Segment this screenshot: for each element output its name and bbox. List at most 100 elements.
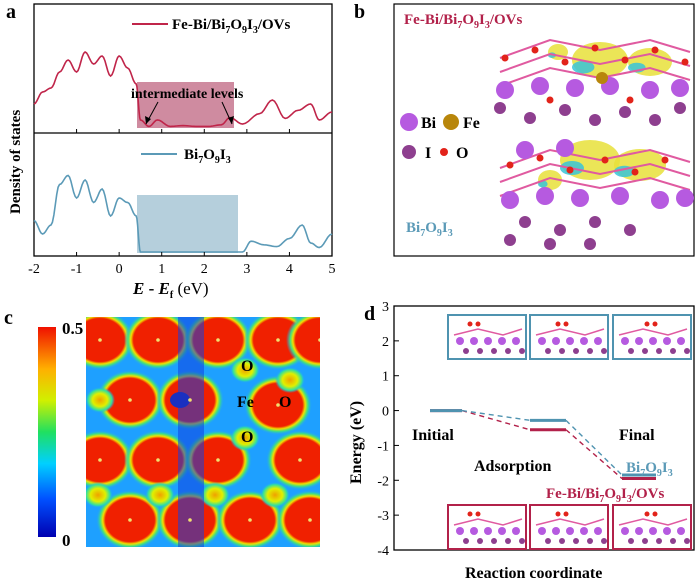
i-atom [649,114,661,126]
dos-line-fe-bi [33,51,333,128]
inset-i-atom [684,348,690,354]
dos-xtick-label: 4 [286,262,293,277]
inset-o-atom [563,321,569,327]
inset-o-atom [475,321,481,327]
charge-density-small-blob [275,367,305,393]
legend-bi: Bi [421,115,437,132]
inset-i-atom [491,348,497,354]
structure-title: Fe-Bi/Bi7O9I3/OVs [404,12,523,31]
inset-i-atom [505,538,511,544]
i-atom [554,224,566,236]
bi-atom [536,187,554,205]
inset-bi-atom [470,527,478,535]
arrowhead-right [228,116,234,124]
dos-xtick-label: 2 [201,262,208,277]
inset-bi-atom [594,527,602,535]
isosurface-cyan [572,60,595,74]
bi-atom [516,141,534,159]
o-atom [626,96,634,104]
i-atom [674,102,686,114]
inset-i-atom [463,538,469,544]
dos-xtick-label: -2 [28,262,40,277]
inset-bi-atom [621,527,629,535]
series-label-bi7o9i3: Bi7O9I3 [626,460,673,479]
inset-bi-atom [512,527,520,535]
inset-bi-atom [677,527,685,535]
fe-atom [596,72,608,84]
bi-atom [501,191,519,209]
inset-i-atom [628,538,634,544]
bi-atom [531,77,549,95]
charge-density-panel: c 0.5 0 O Fe O O [4,307,320,550]
atom-center-dot [188,398,192,402]
dos-panel: a Fe-Bi/Bi7O9I3/OVs Bi7O9I3 intermediate… [6,1,336,300]
inset-o-atom [644,321,650,327]
inset-i-atom [670,538,676,544]
stage-final: Final [619,427,655,444]
panel-label-b: b [354,1,365,23]
inset-o-atom [467,321,473,327]
inset-box [529,314,609,360]
bi-atom-legend-icon [400,113,418,131]
o-atom [546,96,554,104]
bond-layer [499,176,691,197]
bi-atom [566,79,584,97]
inset-i-atom [684,538,690,544]
charge-density-small-blob [200,482,230,508]
inset-i-atom [587,348,593,354]
inset-bi-atom [580,527,588,535]
inset-bi-atom [677,337,685,345]
inset-box [612,504,692,550]
o-atom [566,166,574,174]
energy-ytick-label: 3 [382,300,389,315]
dos-xticks: -2 -1 0 1 2 3 4 5 [28,129,336,277]
o-atom [531,46,539,54]
i-atom [589,216,601,228]
panel-label-d: d [364,303,375,325]
energy-levels [430,409,656,481]
inset-i-atom [573,538,579,544]
atom-center-dot [308,518,312,522]
inset-i-atom [601,348,607,354]
energy-ytick-label: -1 [377,439,389,454]
inset-bi-atom [484,527,492,535]
inset-bi-atom [566,527,574,535]
inset-bi-atom [498,527,506,535]
arrowhead-left [145,116,151,124]
charge-density-blob [86,317,134,370]
inset-box [447,504,527,550]
dos-xtick-label: 0 [116,262,123,277]
intermediate-levels-shade [137,82,234,128]
o-atom [661,156,669,164]
i-atom [584,238,596,250]
panel-label-c: c [4,307,13,329]
inset-bi-atom [649,337,657,345]
legend-fe-bi: Fe-Bi/Bi7O9I3/OVs [172,17,291,36]
i-atom [619,106,631,118]
fe-atom-legend-icon [443,114,459,130]
inset-i-atom [477,538,483,544]
inset-i-atom [642,348,648,354]
i-atom [544,238,556,250]
o-atom [561,58,569,66]
inset-box [612,314,692,360]
i-atom [494,102,506,114]
atom-center-dot [156,338,160,342]
o-atom [501,54,509,62]
atom-center-dot [216,458,220,462]
dos-ylabel: Density of states [8,110,24,214]
inset-bi-atom [552,527,560,535]
panel-label-a: a [6,1,16,23]
i-atom [524,112,536,124]
bi-atom [571,189,589,207]
inset-bi-atom [663,337,671,345]
inset-bond [535,328,605,336]
atom-center-dot [276,338,280,342]
inset-bi-atom [538,527,546,535]
o-atom [651,46,659,54]
structure-bottom-label: Bi7O9I3 [406,220,453,239]
inset-bi-atom [538,337,546,345]
energy-xlabel: Reaction coordinate [465,565,602,581]
inset-i-atom [519,348,525,354]
inset-structures-bottom [447,504,692,550]
